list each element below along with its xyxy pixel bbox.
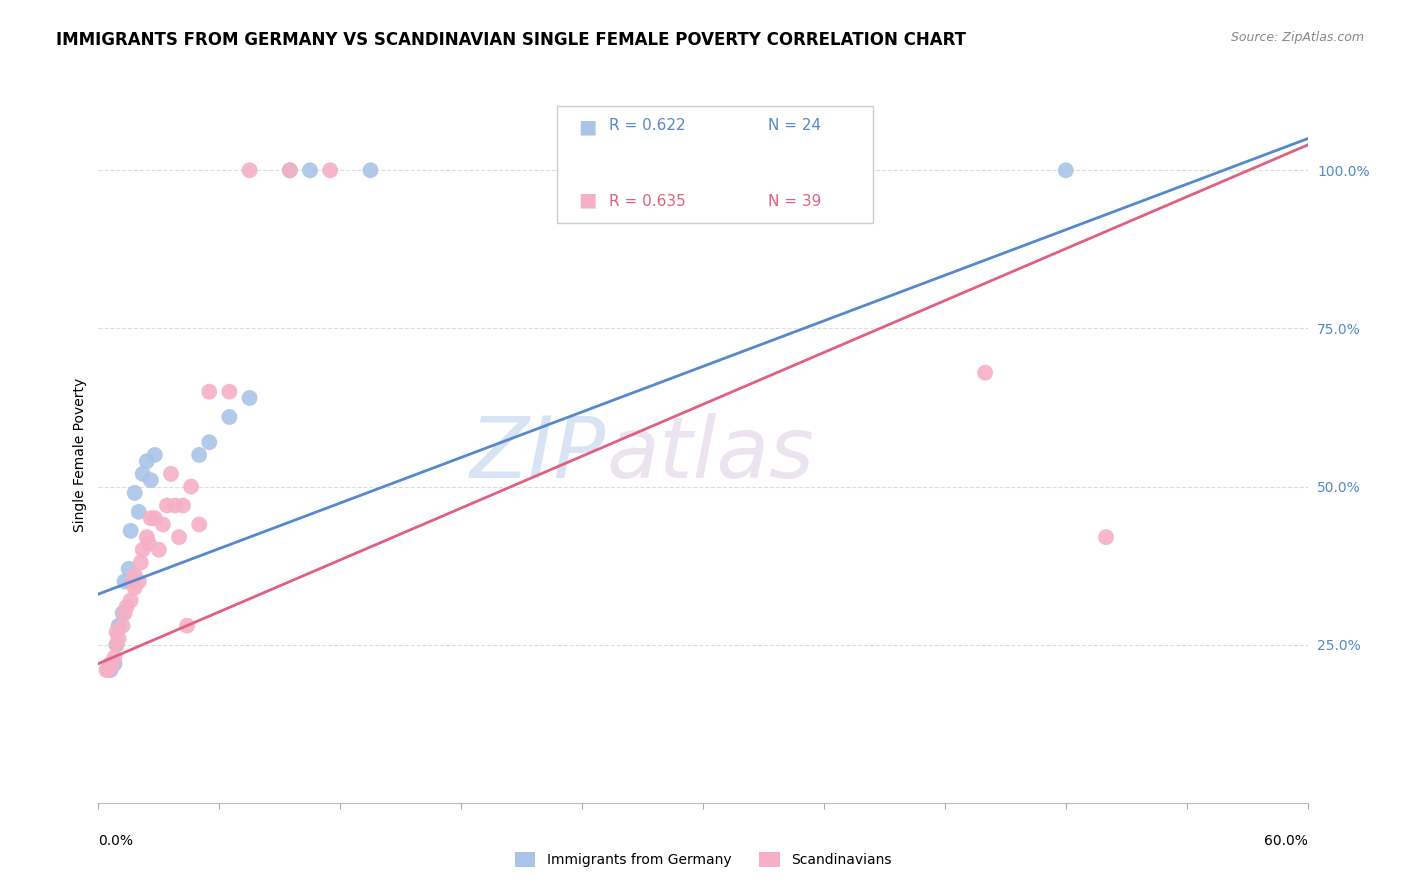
- Point: [360, 163, 382, 178]
- Point: [111, 606, 134, 620]
- Point: [100, 663, 122, 677]
- Text: atlas: atlas: [606, 413, 814, 497]
- Point: [124, 581, 146, 595]
- Point: [128, 505, 150, 519]
- Point: [278, 163, 301, 178]
- Point: [103, 657, 125, 671]
- Point: [121, 574, 143, 589]
- Text: 60.0%: 60.0%: [1264, 834, 1308, 848]
- Point: [101, 657, 124, 671]
- Point: [97, 663, 120, 677]
- Point: [156, 499, 179, 513]
- Point: [101, 657, 124, 671]
- Point: [172, 499, 194, 513]
- Point: [135, 530, 157, 544]
- Point: [111, 618, 134, 632]
- Point: [105, 625, 128, 640]
- Point: [129, 556, 152, 570]
- Point: [163, 499, 186, 513]
- Text: R = 0.635: R = 0.635: [609, 194, 686, 210]
- Point: [138, 536, 160, 550]
- Point: [107, 632, 129, 646]
- Text: ZIP: ZIP: [470, 413, 606, 497]
- Point: [239, 163, 262, 178]
- Point: [218, 409, 240, 424]
- Point: [103, 650, 125, 665]
- Point: [143, 511, 166, 525]
- Text: ■: ■: [578, 190, 596, 210]
- Point: [114, 606, 136, 620]
- Y-axis label: Single Female Poverty: Single Female Poverty: [73, 378, 87, 532]
- Point: [148, 542, 170, 557]
- Point: [319, 163, 342, 178]
- Point: [135, 454, 157, 468]
- Point: [97, 663, 120, 677]
- Point: [114, 574, 136, 589]
- Text: 0.0%: 0.0%: [98, 834, 134, 848]
- Point: [152, 517, 174, 532]
- Point: [198, 435, 221, 450]
- Point: [105, 638, 128, 652]
- Point: [120, 524, 142, 538]
- Point: [128, 574, 150, 589]
- Point: [1054, 163, 1077, 178]
- Point: [143, 448, 166, 462]
- Point: [100, 657, 122, 671]
- Point: [974, 366, 997, 380]
- Point: [176, 618, 198, 632]
- Point: [120, 593, 142, 607]
- Point: [180, 479, 202, 493]
- Point: [278, 163, 301, 178]
- Point: [188, 448, 211, 462]
- Point: [118, 562, 141, 576]
- Point: [1095, 530, 1118, 544]
- Point: [198, 384, 221, 399]
- Point: [132, 542, 155, 557]
- Point: [124, 486, 146, 500]
- Text: N = 24: N = 24: [768, 118, 821, 133]
- Point: [299, 163, 322, 178]
- Text: N = 39: N = 39: [768, 194, 821, 210]
- Text: IMMIGRANTS FROM GERMANY VS SCANDINAVIAN SINGLE FEMALE POVERTY CORRELATION CHART: IMMIGRANTS FROM GERMANY VS SCANDINAVIAN …: [56, 31, 966, 49]
- Point: [218, 384, 240, 399]
- Text: R = 0.622: R = 0.622: [609, 118, 686, 133]
- Point: [239, 391, 262, 405]
- Text: ■: ■: [578, 118, 596, 136]
- Point: [105, 638, 128, 652]
- Point: [188, 517, 211, 532]
- Point: [139, 473, 162, 487]
- Point: [139, 511, 162, 525]
- Point: [115, 599, 138, 614]
- Legend: Immigrants from Germany, Scandinavians: Immigrants from Germany, Scandinavians: [515, 853, 891, 867]
- Point: [167, 530, 190, 544]
- Text: Source: ZipAtlas.com: Source: ZipAtlas.com: [1230, 31, 1364, 45]
- Point: [160, 467, 183, 481]
- Point: [96, 663, 118, 677]
- Point: [107, 618, 129, 632]
- Point: [124, 568, 146, 582]
- Point: [132, 467, 155, 481]
